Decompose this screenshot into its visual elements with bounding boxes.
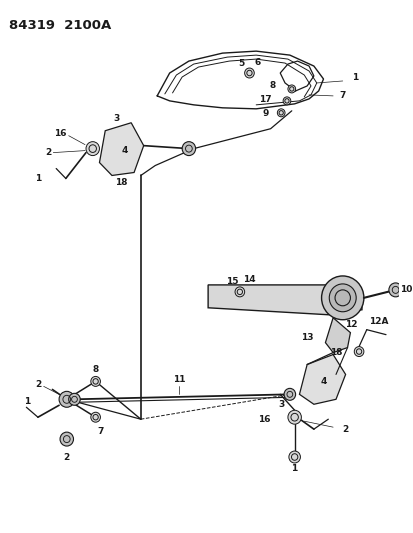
Circle shape	[90, 376, 100, 386]
Text: 2: 2	[64, 453, 70, 462]
Polygon shape	[299, 354, 345, 404]
Circle shape	[288, 451, 300, 463]
Polygon shape	[325, 318, 349, 352]
Text: 1: 1	[351, 74, 358, 83]
Circle shape	[388, 283, 401, 297]
Text: 10: 10	[399, 285, 412, 294]
Text: 1: 1	[36, 174, 42, 183]
Text: 17: 17	[258, 95, 271, 104]
Text: 6: 6	[254, 58, 261, 67]
Text: 12: 12	[344, 320, 356, 329]
Polygon shape	[99, 123, 143, 175]
Text: 2: 2	[36, 380, 42, 389]
Text: 16: 16	[257, 415, 270, 424]
Text: 18: 18	[329, 348, 342, 357]
Circle shape	[354, 346, 363, 357]
Text: 18: 18	[115, 178, 128, 187]
Text: 2: 2	[45, 148, 51, 157]
Text: 5: 5	[238, 59, 244, 68]
Text: 13: 13	[301, 333, 313, 342]
Text: 8: 8	[268, 82, 275, 91]
Circle shape	[287, 410, 301, 424]
Text: 2: 2	[342, 425, 348, 434]
Polygon shape	[208, 285, 361, 315]
Circle shape	[235, 287, 244, 297]
Text: 9: 9	[262, 109, 268, 118]
Text: 11: 11	[173, 375, 185, 384]
Circle shape	[60, 432, 74, 446]
Circle shape	[287, 85, 295, 93]
Circle shape	[328, 284, 355, 312]
Text: 14: 14	[242, 276, 255, 285]
Text: 1: 1	[291, 464, 297, 473]
Text: 84319  2100A: 84319 2100A	[9, 19, 111, 33]
Circle shape	[59, 391, 74, 407]
Text: 7: 7	[97, 426, 104, 435]
Text: 3: 3	[114, 114, 120, 123]
Circle shape	[90, 412, 100, 422]
Text: 15: 15	[225, 277, 238, 286]
Text: 16: 16	[54, 129, 66, 138]
Text: 8: 8	[92, 365, 99, 374]
Circle shape	[69, 393, 80, 405]
Text: 7: 7	[339, 91, 345, 100]
Text: 12A: 12A	[368, 317, 387, 326]
Circle shape	[321, 276, 363, 320]
Circle shape	[86, 142, 99, 156]
Text: 4: 4	[121, 146, 127, 155]
Circle shape	[282, 97, 290, 105]
Circle shape	[277, 109, 285, 117]
Text: 3: 3	[278, 400, 285, 409]
Text: 1: 1	[24, 397, 30, 406]
Circle shape	[283, 389, 295, 400]
Circle shape	[182, 142, 195, 156]
Circle shape	[244, 68, 254, 78]
Text: 4: 4	[320, 377, 326, 386]
